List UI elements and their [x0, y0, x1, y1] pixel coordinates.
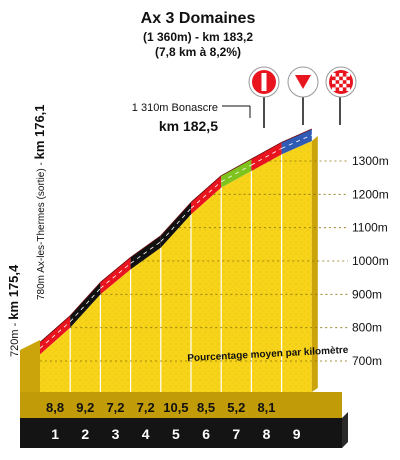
road-edge: [69, 282, 101, 316]
base-band: [20, 418, 342, 448]
road-centerline: [190, 181, 222, 209]
gradient-label: 10,5: [163, 400, 188, 415]
ax-les-thermes-km: km 176,1: [32, 104, 47, 159]
climb-length-gradient: (7,8 km à 8,2%): [155, 45, 241, 59]
road-edge: [160, 202, 192, 236]
road-centerline: [221, 164, 252, 183]
bonascre-label: 1 310m Bonascre: [132, 102, 218, 114]
base-top-edge: [20, 392, 342, 418]
road-edge: [190, 175, 222, 203]
km-number: 7: [232, 426, 240, 442]
checkered-flag-icon: [325, 66, 357, 98]
checker-square: [335, 76, 340, 81]
checker-square: [332, 80, 336, 84]
start-label: 720m - km 175,4: [6, 264, 21, 357]
checker-square: [346, 73, 350, 77]
km-numbers: 1 2 3 4 5 6 7 8 9: [51, 426, 301, 442]
road-centerline: [100, 263, 131, 289]
road-segment: [40, 315, 71, 355]
km-number: 8: [263, 426, 271, 442]
checker-square: [346, 80, 350, 84]
gradient-label: 7,2: [106, 400, 124, 415]
altitude-tick-label: 1100m: [352, 221, 388, 235]
gradient-label: 8,5: [197, 400, 215, 415]
ax-les-thermes-label: 780m Ax-les-Thermes (sortie) - km 176,1: [32, 104, 47, 300]
road-edge: [100, 257, 131, 283]
start-km: km 175,4: [6, 264, 21, 320]
checker-square: [339, 80, 343, 84]
gradient-labels: 8,8 9,2 7,2 7,2 10,5 8,5 5,2 8,1: [46, 400, 275, 415]
road-centerline: [251, 147, 282, 166]
checker-square: [342, 76, 347, 81]
altitude-tick-label: 1000m: [352, 254, 389, 268]
road-segment: [160, 202, 191, 248]
gradient-label: 9,2: [76, 400, 94, 415]
red-triangle-icon: [287, 66, 319, 98]
checker-square: [332, 73, 336, 77]
road-segment: [70, 282, 101, 328]
summit-altitude-km: (1 360m) - km 183,2: [143, 30, 253, 44]
km-number: 1: [51, 426, 59, 442]
bonascre-km: km 182,5: [159, 118, 218, 134]
gradient-label: 5,2: [227, 400, 245, 415]
altitude-tick-label: 1300m: [352, 154, 389, 168]
checker-square: [342, 83, 347, 88]
km-number: 4: [142, 426, 150, 442]
road-centerline: [281, 134, 312, 149]
road-centerline: [39, 321, 71, 349]
checker-square: [339, 87, 343, 91]
road-edge: [130, 235, 162, 258]
hors-category-icon: [248, 66, 280, 98]
altitude-tick-label: 700m: [352, 354, 382, 368]
km-number: 2: [81, 426, 89, 442]
gradient-label: 8,8: [46, 400, 64, 415]
checker-square: [335, 83, 340, 88]
km-number: 3: [112, 426, 120, 442]
altitude-tick-label: 900m: [352, 287, 382, 301]
checker-square: [339, 73, 343, 77]
ax-les-thermes-place: 780m Ax-les-Thermes (sortie) -: [36, 159, 47, 300]
km-number: 6: [202, 426, 210, 442]
road-edge: [281, 128, 312, 143]
km-separators: [69, 154, 283, 392]
road-edge: [221, 158, 252, 177]
climb-title: Ax 3 Domaines: [141, 10, 256, 27]
gradient-label: 8,1: [257, 400, 275, 415]
km-number: 5: [172, 426, 180, 442]
altitude-axis: 1300m 1200m 1100m 1000m 900m 800m 700m: [40, 154, 389, 368]
start-altitude: 720m -: [9, 322, 21, 357]
altitude-tick-label: 1200m: [352, 187, 389, 201]
road-strip: [39, 128, 312, 355]
road-segment: [191, 175, 222, 215]
gradient-label: 7,2: [137, 400, 155, 415]
road-edge: [39, 315, 71, 343]
road-edge: [251, 141, 282, 160]
checker-square: [332, 87, 336, 91]
profile-texture: [40, 141, 312, 392]
checker-square: [346, 87, 350, 91]
altitude-tick-label: 800m: [352, 321, 382, 335]
km-number: 9: [293, 426, 301, 442]
road-centerline: [130, 241, 162, 264]
